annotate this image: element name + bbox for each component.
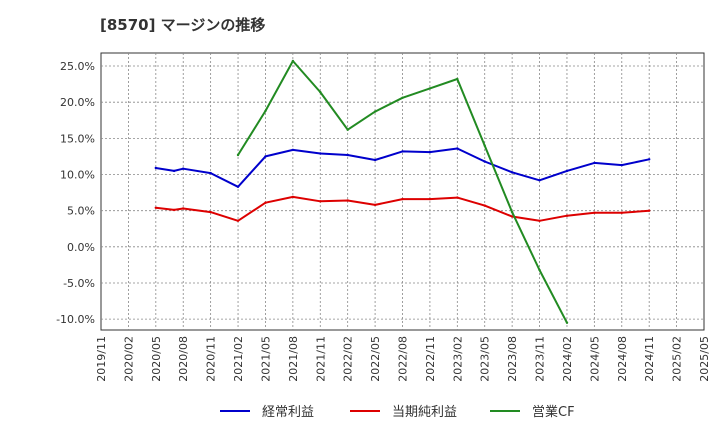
x-tick-label: 2022/08: [397, 336, 410, 382]
data-point: [401, 197, 404, 201]
data-point: [319, 200, 322, 203]
data-point: [565, 169, 569, 173]
data-point: [593, 211, 596, 214]
data-point: [346, 128, 349, 131]
x-tick-label: 2021/02: [232, 336, 245, 382]
data-point: [456, 196, 459, 199]
y-axis-tick-labels: -10.0% -5.0% 0.0% 5.0% 10.0% 15.0% 20.0% 25.0%: [56, 60, 95, 326]
data-point: [510, 210, 514, 214]
x-tick-label: 2021/11: [314, 336, 327, 382]
legend-label: 営業CF: [532, 404, 575, 420]
x-tick-label: 2024/05: [588, 336, 601, 382]
data-point: [620, 163, 623, 167]
data-point: [291, 59, 295, 63]
data-point: [538, 179, 541, 182]
data-point: [182, 167, 185, 170]
x-tick-label: 2021/08: [287, 336, 300, 382]
y-tick-label: 20.0%: [60, 96, 95, 109]
x-tick-label: 2020/08: [177, 336, 190, 382]
data-point: [236, 219, 240, 222]
data-point: [620, 211, 623, 214]
legend: 経常利益 当期純利益 営業CF: [220, 404, 575, 420]
x-tick-label: 2024/11: [643, 336, 656, 382]
chart-title: [8570] マージンの推移: [100, 16, 266, 34]
x-tick-label: 2020/05: [150, 336, 163, 382]
data-point: [172, 169, 176, 173]
data-point: [264, 155, 267, 158]
series-line-1: [155, 195, 650, 222]
y-tick-label: 0.0%: [67, 241, 95, 254]
x-tick-label: 2023/02: [451, 336, 464, 382]
data-point: [373, 158, 377, 162]
data-point: [510, 215, 514, 218]
y-tick-label: 15.0%: [60, 132, 95, 145]
x-tick-label: 2022/02: [342, 336, 355, 382]
legend-label: 経常利益: [262, 405, 314, 420]
x-tick-label: 2024/02: [561, 336, 574, 382]
data-point: [373, 110, 377, 113]
data-point: [209, 171, 212, 175]
data-point: [428, 197, 432, 201]
x-tick-label: 2023/08: [506, 336, 519, 382]
data-point: [154, 166, 157, 170]
data-point: [236, 185, 240, 188]
data-point: [538, 219, 541, 222]
x-tick-label: 2021/05: [259, 336, 272, 382]
data-point: [565, 214, 569, 217]
data-point: [236, 153, 240, 157]
data-point: [209, 210, 212, 214]
data-point: [373, 203, 377, 207]
data-point: [428, 87, 432, 90]
x-tick-label: 2025/02: [671, 336, 684, 382]
data-point: [648, 209, 651, 212]
data-point: [291, 148, 295, 152]
data-point: [538, 268, 541, 272]
data-point: [346, 153, 349, 157]
legend-label: 当期純利益: [392, 405, 457, 420]
x-axis-tick-labels: 2019/11 2020/02 2020/05 2020/08 2020/11 2021/…: [95, 336, 711, 382]
x-tick-label: 2023/11: [534, 336, 547, 382]
grid-lines: [101, 53, 704, 330]
y-tick-label: 10.0%: [60, 169, 95, 182]
y-tick-label: 5.0%: [67, 205, 95, 218]
data-point: [456, 77, 459, 81]
x-tick-label: 2020/11: [205, 336, 218, 382]
data-point: [483, 144, 486, 147]
series-lines: [154, 59, 651, 324]
data-point: [291, 195, 295, 199]
data-point: [346, 199, 349, 202]
data-point: [264, 201, 267, 204]
data-point: [172, 208, 176, 212]
data-point: [182, 207, 185, 210]
data-point: [456, 147, 459, 150]
data-point: [319, 90, 322, 94]
x-tick-label: 2022/11: [424, 336, 437, 382]
data-point: [483, 204, 486, 207]
x-tick-label: 2020/02: [122, 336, 135, 382]
data-point: [593, 161, 596, 165]
data-point: [565, 321, 569, 324]
data-point: [154, 206, 157, 209]
data-point: [319, 152, 322, 155]
data-point: [483, 160, 486, 163]
y-tick-label: -10.0%: [56, 313, 95, 326]
x-tick-label: 2022/05: [369, 336, 382, 382]
x-tick-label: 2025/05: [698, 336, 711, 382]
y-tick-label: -5.0%: [63, 277, 95, 290]
y-tick-label: 25.0%: [60, 60, 95, 73]
data-point: [428, 150, 432, 154]
plot-area: [100, 52, 705, 331]
x-tick-label: 2023/05: [479, 336, 492, 382]
data-point: [510, 171, 514, 174]
data-point: [264, 109, 267, 113]
x-tick-label: 2019/11: [95, 336, 108, 382]
data-point: [401, 96, 404, 100]
data-point: [648, 158, 651, 161]
x-tick-label: 2024/08: [616, 336, 629, 382]
series-line-0: [155, 147, 650, 188]
data-point: [401, 150, 404, 153]
